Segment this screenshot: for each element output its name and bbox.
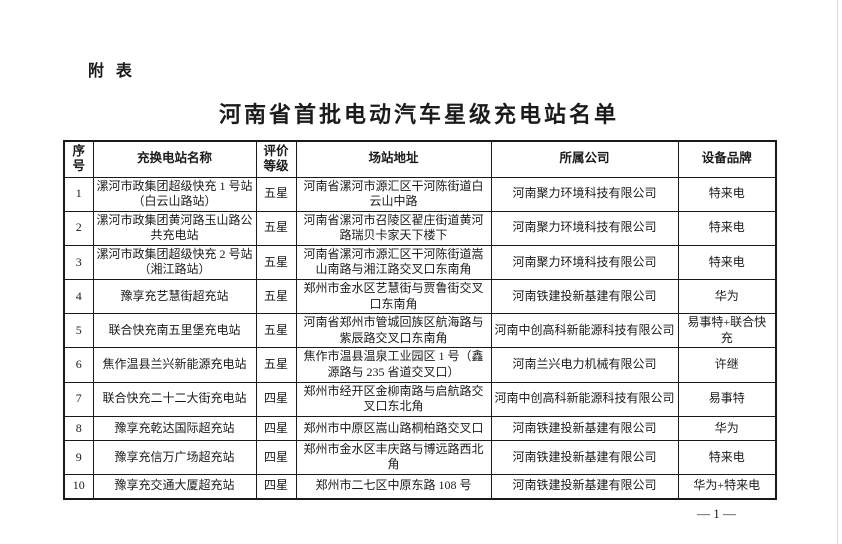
column-header-address: 场站地址 xyxy=(295,140,492,178)
cell-name: 豫享充信万广场超充站 xyxy=(92,439,257,476)
table-row: 6 焦作温县兰兴新能源充电站 五星 焦作市温县温泉工业园区 1 号（鑫源路与 2… xyxy=(63,347,777,383)
annex-label: 附 表 xyxy=(88,63,133,80)
cell-address: 郑州市经开区金柳南路与启航路交叉口东北角 xyxy=(295,381,492,417)
cell-company: 河南中创高科新能源科技有限公司 xyxy=(490,313,679,349)
cell-brand: 易事特 xyxy=(677,381,777,417)
table-body: 1 漯河市政集团超级快充 1 号站（白云山路站） 五星 河南省漯河市源汇区干河陈… xyxy=(63,176,777,499)
table-row: 1 漯河市政集团超级快充 1 号站（白云山路站） 五星 河南省漯河市源汇区干河陈… xyxy=(63,176,777,212)
cell-grade: 四星 xyxy=(255,381,297,417)
cell-brand: 特来电 xyxy=(677,176,777,212)
cell-name: 豫享充艺慧街超充站 xyxy=(92,279,257,315)
cell-address: 郑州市金水区艺慧街与贾鲁街交叉口东南角 xyxy=(295,279,492,315)
cell-serial: 9 xyxy=(63,439,94,476)
cell-grade: 五星 xyxy=(255,347,297,383)
table-row: 3 漯河市政集团超级快充 2 号站（湘江路站） 五星 河南省漯河市源汇区干河陈街… xyxy=(63,244,777,281)
table-row: 5 联合快充南五里堡充电站 五星 河南省郑州市管城回族区航海路与紫辰路交叉口东南… xyxy=(63,313,777,349)
table-row: 7 联合快充二十二大街充电站 四星 郑州市经开区金柳南路与启航路交叉口东北角 河… xyxy=(63,381,777,417)
column-header-brand: 设备品牌 xyxy=(677,140,777,178)
cell-grade: 四星 xyxy=(255,474,297,499)
cell-company: 河南铁建投新基建有限公司 xyxy=(490,439,679,476)
cell-grade: 五星 xyxy=(255,210,297,246)
cell-brand: 特来电 xyxy=(677,244,777,281)
cell-company: 河南聚力环境科技有限公司 xyxy=(490,244,679,281)
cell-company: 河南铁建投新基建有限公司 xyxy=(490,474,679,499)
cell-brand: 华为+特来电 xyxy=(677,474,777,499)
cell-name: 联合快充南五里堡充电站 xyxy=(92,313,257,349)
cell-company: 河南兰兴电力机械有限公司 xyxy=(490,347,679,383)
cell-company: 河南聚力环境科技有限公司 xyxy=(490,210,679,246)
column-header-grade: 评价等级 xyxy=(255,140,297,178)
cell-name: 豫享充交通大厦超充站 xyxy=(92,474,257,499)
cell-serial: 3 xyxy=(63,244,94,281)
table-header: 序号 充换电站名称 评价等级 场站地址 所属公司 设备品牌 xyxy=(63,140,777,178)
cell-brand: 特来电 xyxy=(677,439,777,476)
cell-serial: 1 xyxy=(63,176,94,212)
cell-serial: 8 xyxy=(63,415,94,441)
cell-address: 郑州市中原区嵩山路桐柏路交叉口 xyxy=(295,415,492,441)
cell-brand: 许继 xyxy=(677,347,777,383)
cell-grade: 五星 xyxy=(255,313,297,349)
column-header-company: 所属公司 xyxy=(490,140,679,178)
column-header-serial: 序号 xyxy=(63,140,94,178)
charging-station-table: 序号 充换电站名称 评价等级 场站地址 所属公司 设备品牌 1 漯河市政集团超级… xyxy=(63,140,777,500)
cell-grade: 四星 xyxy=(255,439,297,476)
cell-company: 河南聚力环境科技有限公司 xyxy=(490,176,679,212)
cell-name: 漯河市政集团超级快充 2 号站（湘江路站） xyxy=(92,244,257,281)
cell-name: 焦作温县兰兴新能源充电站 xyxy=(92,347,257,383)
cell-grade: 五星 xyxy=(255,176,297,212)
page-title: 河南省首批电动汽车星级充电站名单 xyxy=(218,102,619,127)
cell-brand: 华为 xyxy=(677,279,777,315)
table-row: 8 豫享充乾达国际超充站 四星 郑州市中原区嵩山路桐柏路交叉口 河南铁建投新基建… xyxy=(63,415,777,441)
column-header-name: 充换电站名称 xyxy=(92,140,257,178)
cell-grade: 五星 xyxy=(255,244,297,281)
page-number: — 1 — xyxy=(697,506,736,521)
cell-brand: 易事特+联合快充 xyxy=(677,313,777,349)
cell-address: 河南省漯河市源汇区干河陈街道嵩山南路与湘江路交叉口东南角 xyxy=(295,244,492,281)
cell-name: 漯河市政集团黄河路玉山路公共充电站 xyxy=(92,210,257,246)
cell-name: 漯河市政集团超级快充 1 号站（白云山路站） xyxy=(92,176,257,212)
table-row: 4 豫享充艺慧街超充站 五星 郑州市金水区艺慧街与贾鲁街交叉口东南角 河南铁建投… xyxy=(63,279,777,315)
table-row: 9 豫享充信万广场超充站 四星 郑州市金水区丰庆路与博远路西北角 河南铁建投新基… xyxy=(63,439,777,476)
cell-company: 河南铁建投新基建有限公司 xyxy=(490,279,679,315)
table-row: 10 豫享充交通大厦超充站 四星 郑州市二七区中原东路 108 号 河南铁建投新… xyxy=(63,474,777,499)
cell-address: 焦作市温县温泉工业园区 1 号（鑫源路与 235 省道交叉口） xyxy=(295,347,492,383)
cell-brand: 华为 xyxy=(677,415,777,441)
cell-address: 郑州市金水区丰庆路与博远路西北角 xyxy=(295,439,492,476)
cell-brand: 特来电 xyxy=(677,210,777,246)
cell-address: 郑州市二七区中原东路 108 号 xyxy=(295,474,492,499)
cell-serial: 4 xyxy=(63,279,94,315)
cell-name: 联合快充二十二大街充电站 xyxy=(92,381,257,417)
cell-serial: 5 xyxy=(63,313,94,349)
cell-address: 河南省郑州市管城回族区航海路与紫辰路交叉口东南角 xyxy=(295,313,492,349)
cell-address: 河南省漯河市召陵区翟庄街道黄河路瑞贝卡家天下楼下 xyxy=(295,210,492,246)
cell-grade: 四星 xyxy=(255,415,297,441)
cell-serial: 7 xyxy=(63,381,94,417)
cell-grade: 五星 xyxy=(255,279,297,315)
cell-serial: 6 xyxy=(63,347,94,383)
cell-name: 豫享充乾达国际超充站 xyxy=(92,415,257,441)
cell-serial: 2 xyxy=(63,210,94,246)
cell-serial: 10 xyxy=(63,474,94,499)
table-row: 2 漯河市政集团黄河路玉山路公共充电站 五星 河南省漯河市召陵区翟庄街道黄河路瑞… xyxy=(63,210,777,246)
cell-address: 河南省漯河市源汇区干河陈街道白云山中路 xyxy=(295,176,492,212)
cell-company: 河南中创高科新能源科技有限公司 xyxy=(490,381,679,417)
cell-company: 河南铁建投新基建有限公司 xyxy=(490,415,679,441)
table-header-row: 序号 充换电站名称 评价等级 场站地址 所属公司 设备品牌 xyxy=(63,140,777,178)
page-edge-divider xyxy=(837,0,838,544)
